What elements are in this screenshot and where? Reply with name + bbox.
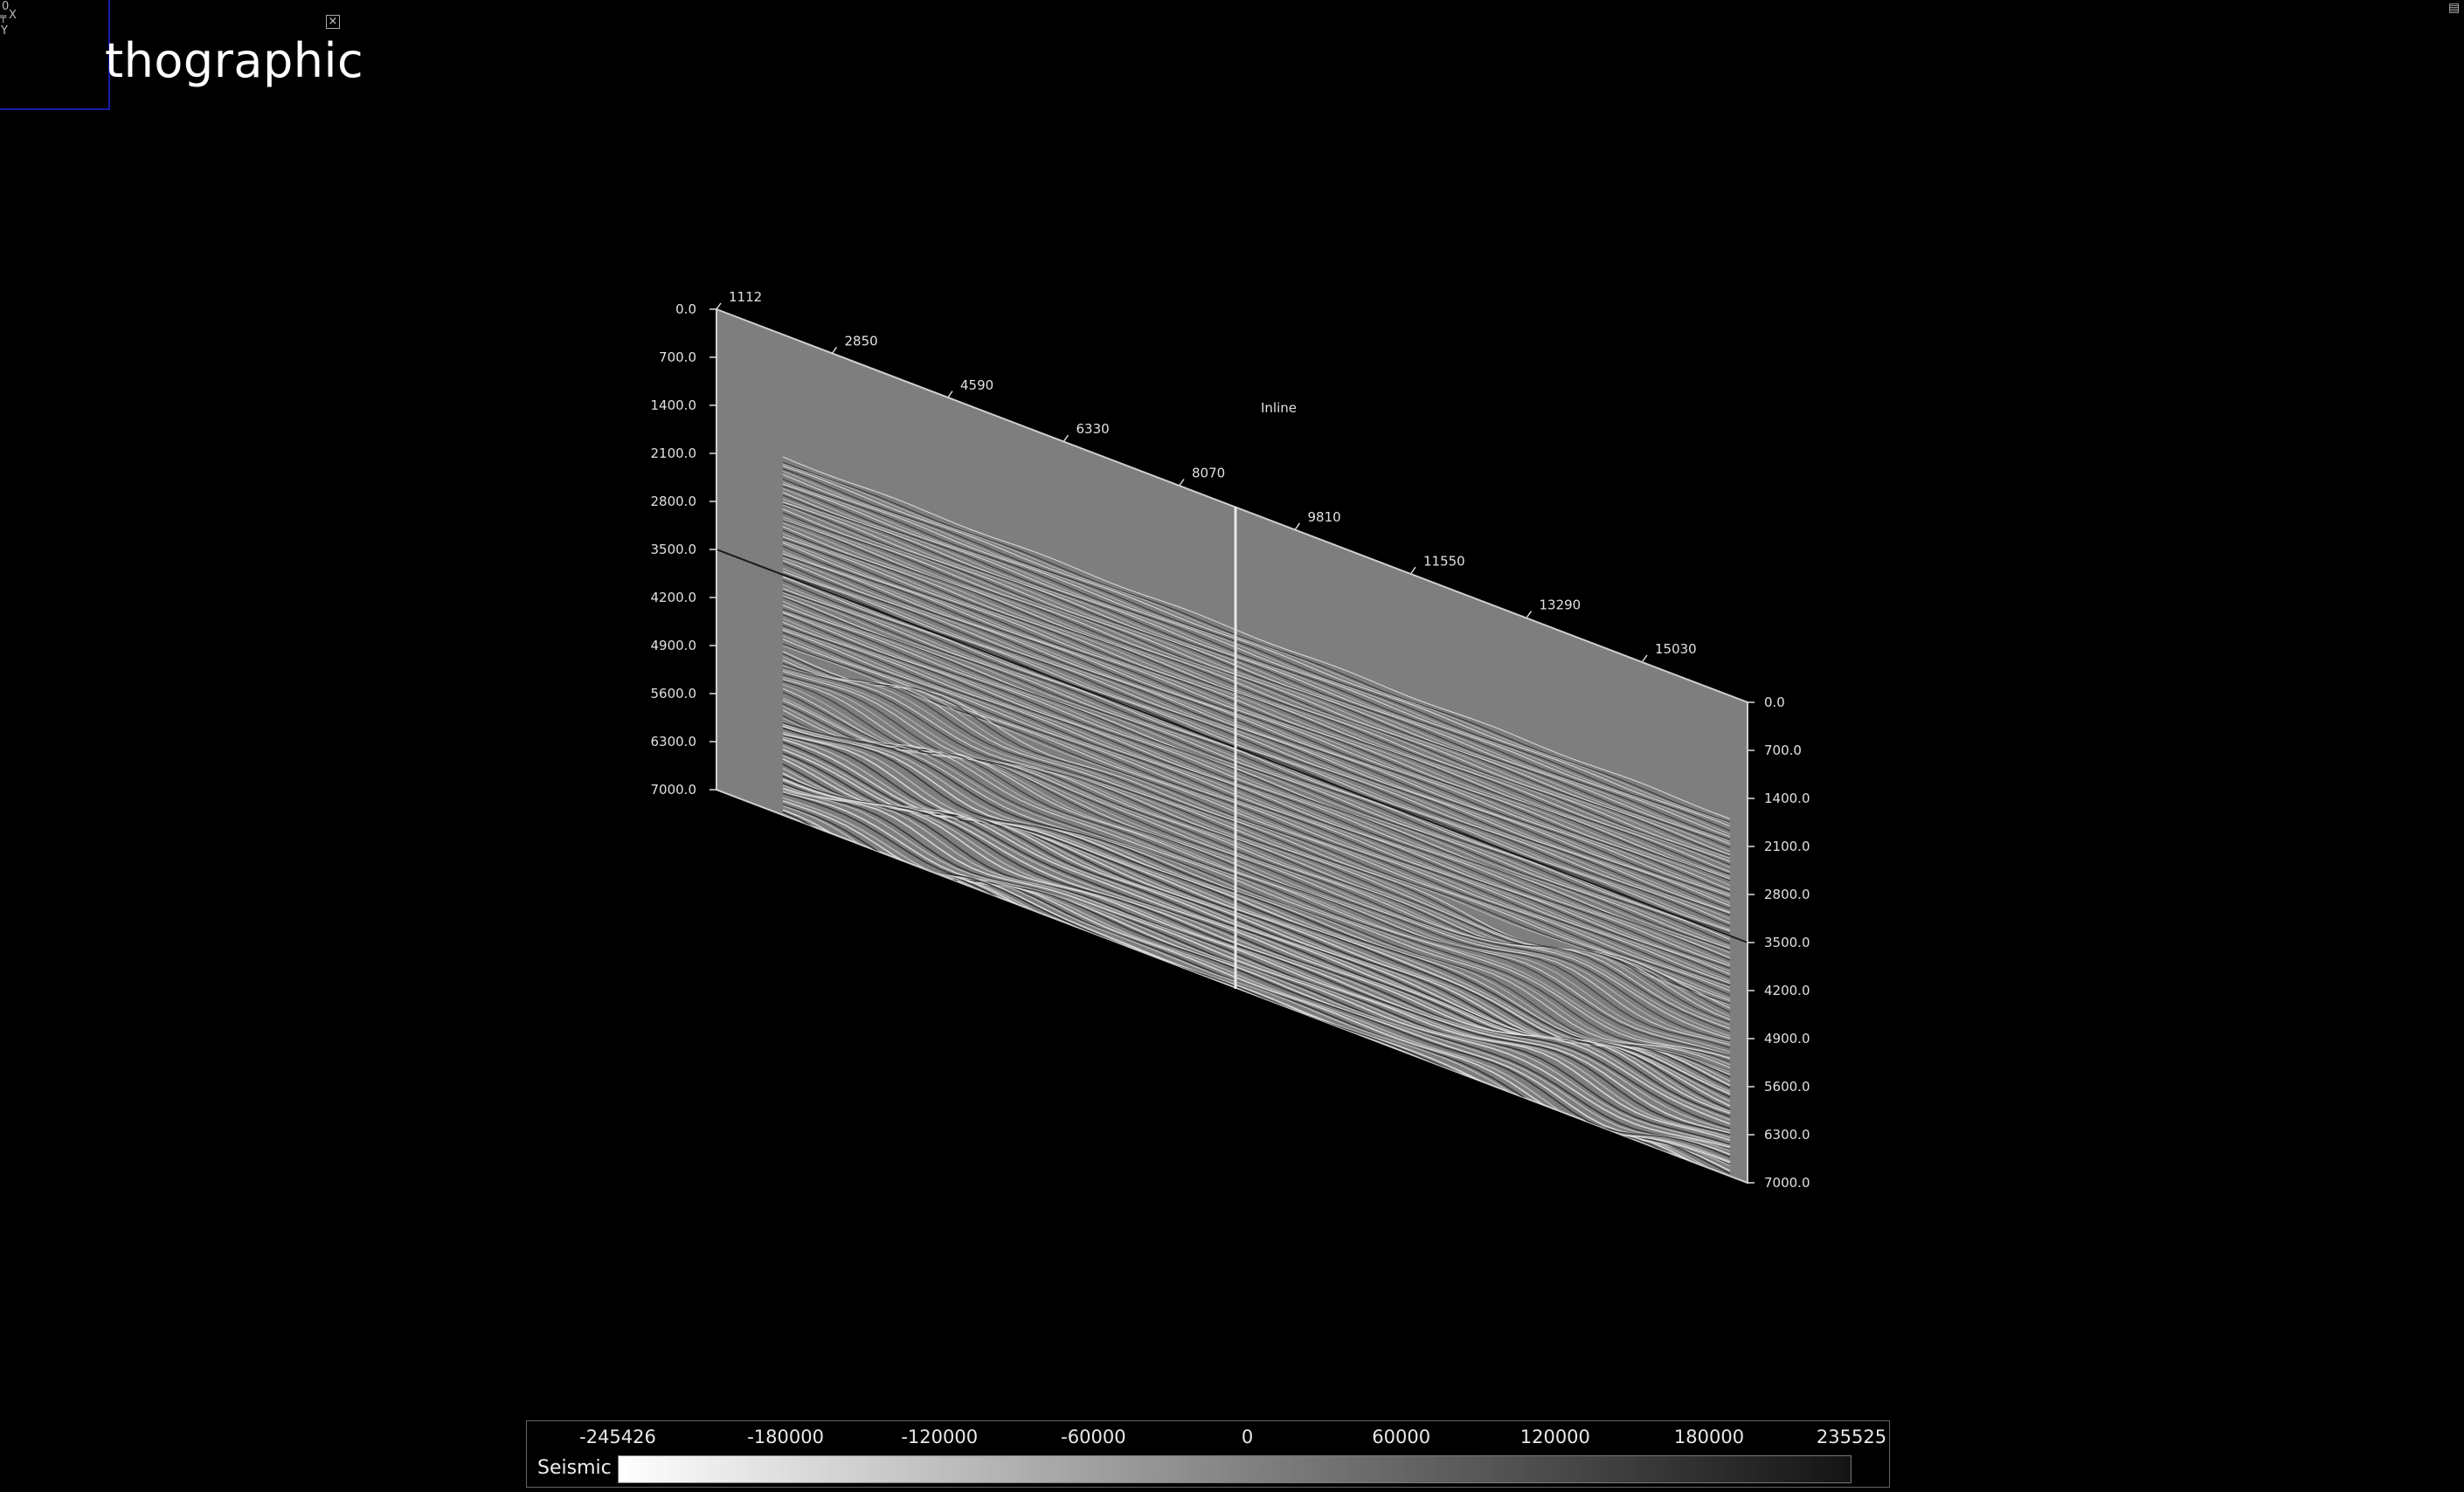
- svg-text:4200.0: 4200.0: [1764, 983, 1810, 998]
- svg-text:1112: 1112: [729, 289, 762, 305]
- svg-text:6300.0: 6300.0: [1764, 1127, 1810, 1143]
- colorbar-tick: 120000: [1519, 1426, 1590, 1447]
- top-axis-tick: 2850: [831, 333, 878, 354]
- section-label: Inline: [1261, 400, 1297, 416]
- right-depth-tick: 3500.0: [1748, 935, 1810, 950]
- svg-text:0.0: 0.0: [1764, 694, 1785, 710]
- left-depth-tick: 0.0: [675, 301, 716, 317]
- colorbar-tick: 180000: [1673, 1426, 1745, 1447]
- top-axis-tick: 1112: [716, 289, 762, 310]
- right-depth-tick: 7000.0: [1748, 1175, 1810, 1191]
- top-axis-tick: 11550: [1410, 553, 1465, 574]
- svg-text:3500.0: 3500.0: [1764, 935, 1810, 950]
- left-depth-tick: 700.0: [659, 349, 716, 365]
- svg-text:4590: 4590: [960, 377, 993, 393]
- right-depth-tick: 4200.0: [1748, 983, 1810, 998]
- projection-title: thographic: [105, 33, 364, 88]
- orientation-label-0: 0: [2, 0, 10, 13]
- orientation-widget[interactable]: [0, 0, 110, 110]
- svg-text:2800.0: 2800.0: [651, 494, 697, 509]
- layout-icon[interactable]: ▤: [2448, 1, 2461, 15]
- right-depth-tick: 5600.0: [1748, 1079, 1810, 1095]
- close-icon[interactable]: ×: [326, 15, 340, 29]
- horizon-line: [716, 549, 1748, 943]
- right-depth-tick: 4900.0: [1748, 1031, 1810, 1046]
- svg-text:15030: 15030: [1655, 641, 1697, 657]
- colorbar-tick: -180000: [747, 1426, 824, 1447]
- svg-text:700.0: 700.0: [659, 349, 696, 365]
- svg-text:0.0: 0.0: [675, 301, 696, 317]
- right-depth-tick: 2100.0: [1748, 839, 1810, 854]
- svg-text:2800.0: 2800.0: [1764, 887, 1810, 902]
- left-depth-tick: 2100.0: [651, 446, 716, 461]
- svg-text:5600.0: 5600.0: [1764, 1079, 1810, 1095]
- top-axis-tick: 8070: [1179, 466, 1225, 486]
- svg-text:700.0: 700.0: [1764, 743, 1802, 758]
- right-depth-tick: 1400.0: [1748, 791, 1810, 806]
- left-depth-tick: 1400.0: [651, 397, 716, 413]
- svg-text:4900.0: 4900.0: [1764, 1031, 1810, 1046]
- colorbar-tick: -245426: [579, 1426, 656, 1447]
- top-axis-tick: 6330: [1062, 421, 1110, 442]
- left-depth-tick: 6300.0: [651, 734, 716, 749]
- right-depth-tick: 0.0: [1748, 694, 1785, 710]
- left-depth-tick: 4200.0: [651, 590, 716, 605]
- left-depth-tick: 4900.0: [651, 638, 716, 653]
- svg-text:13290: 13290: [1540, 597, 1582, 613]
- left-depth-tick: 7000.0: [651, 782, 716, 798]
- left-depth-tick: 3500.0: [651, 542, 716, 557]
- right-depth-tick: 6300.0: [1748, 1127, 1810, 1143]
- svg-text:2850: 2850: [845, 333, 878, 349]
- colorbar: -245426 -180000 -120000 -60000 0 60000 120000 1…: [526, 1420, 1890, 1488]
- axis-ticks: 1112 2850 4590 6330 8070 9810 11550 13290 15030 0…: [651, 289, 1810, 1191]
- svg-text:8070: 8070: [1192, 466, 1225, 481]
- axis-glyph-icon: ╤: [0, 10, 7, 23]
- right-depth-tick: 2800.0: [1748, 887, 1810, 902]
- svg-text:11550: 11550: [1423, 553, 1465, 569]
- colorbar-ramp: [618, 1455, 1851, 1483]
- right-depth-tick: 700.0: [1748, 743, 1802, 758]
- svg-text:4900.0: 4900.0: [651, 638, 697, 653]
- svg-text:2100.0: 2100.0: [651, 446, 697, 461]
- svg-text:7000.0: 7000.0: [651, 782, 697, 798]
- colorbar-tick: 235525: [1816, 1426, 1887, 1447]
- orientation-label-y: Y: [1, 24, 8, 38]
- colorbar-tick: -120000: [901, 1426, 979, 1447]
- colorbar-tick: -60000: [1061, 1426, 1126, 1447]
- svg-text:6300.0: 6300.0: [651, 734, 697, 749]
- colorbar-label: Seismic: [537, 1457, 612, 1479]
- svg-text:4200.0: 4200.0: [651, 590, 697, 605]
- svg-text:1400.0: 1400.0: [1764, 791, 1810, 806]
- svg-text:3500.0: 3500.0: [651, 542, 697, 557]
- top-axis-tick: 9810: [1294, 509, 1341, 530]
- left-depth-tick: 5600.0: [651, 686, 716, 701]
- svg-text:7000.0: 7000.0: [1764, 1175, 1810, 1191]
- left-depth-tick: 2800.0: [651, 494, 716, 509]
- svg-text:1400.0: 1400.0: [651, 397, 697, 413]
- top-axis-tick: 13290: [1526, 597, 1582, 618]
- svg-text:9810: 9810: [1308, 509, 1341, 525]
- svg-text:2100.0: 2100.0: [1764, 839, 1810, 854]
- svg-text:5600.0: 5600.0: [651, 686, 697, 701]
- orientation-label-x: X: [9, 9, 17, 22]
- top-axis-tick: 15030: [1642, 641, 1697, 662]
- svg-text:6330: 6330: [1076, 421, 1110, 437]
- top-axis-tick: 4590: [947, 377, 993, 398]
- colorbar-tick: 0: [1241, 1426, 1254, 1447]
- colorbar-tick: 60000: [1372, 1426, 1431, 1447]
